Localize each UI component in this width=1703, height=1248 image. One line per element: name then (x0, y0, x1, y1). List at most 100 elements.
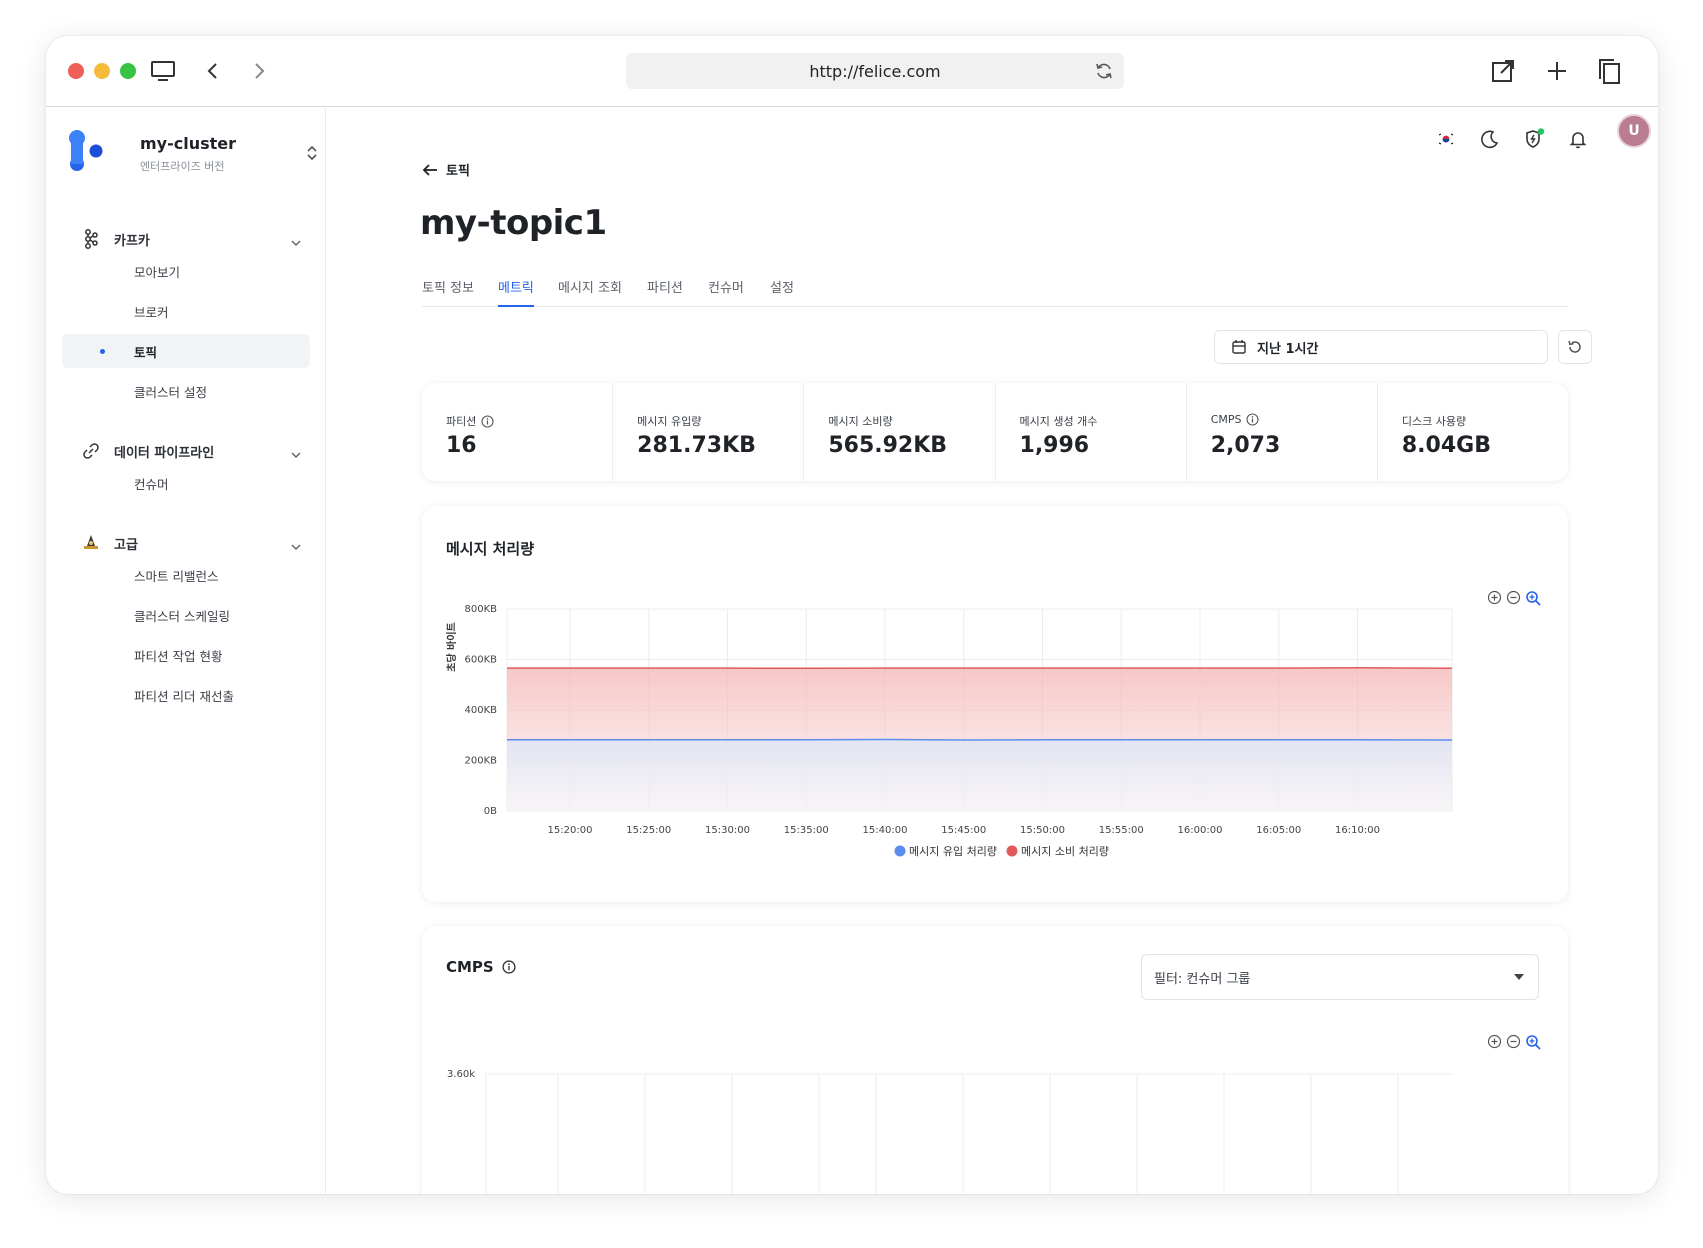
stat-value: 16 (446, 433, 477, 458)
stat-disk-usage: 디스크 사용량 8.04GB (1378, 383, 1568, 481)
chevron-up-down-icon[interactable] (306, 144, 318, 166)
bell-icon[interactable] (1561, 122, 1595, 156)
y-axis-label: 초당 바이트 (445, 622, 458, 671)
x-tick-label: 16:00:00 (1178, 825, 1223, 836)
stats-card: 파티션 16 메시지 유입량 281.73KB 메시지 소비량 565.92KB… (422, 383, 1568, 481)
url-bar[interactable]: http://felice.com (626, 53, 1124, 89)
legend-label: 메시지 소비 처리량 (1021, 845, 1109, 858)
nav-group-label: 고급 (114, 537, 138, 553)
cluster-selector[interactable]: my-cluster 엔터프라이즈 버전 (68, 130, 317, 178)
nav-group-label: 데이터 파이프라인 (114, 445, 215, 461)
cmps-chart: 3.60k (447, 1069, 1452, 1194)
info-icon[interactable] (481, 414, 494, 428)
link-icon (74, 442, 108, 460)
back-to-topics-link[interactable]: 토픽 (422, 160, 470, 179)
x-tick-label: 16:10:00 (1335, 825, 1380, 836)
filter-label: 필터: 컨슈머 그룹 (1154, 971, 1251, 987)
refresh-button[interactable] (1558, 330, 1592, 364)
page-title: my-topic1 (420, 203, 607, 243)
back-arrow-icon[interactable] (196, 54, 230, 88)
close-window-button[interactable] (68, 63, 84, 79)
nav-group-kafka[interactable]: 카프카 (62, 224, 312, 254)
monitor-icon[interactable] (146, 54, 180, 88)
info-icon[interactable] (1246, 413, 1260, 426)
cluster-name: my-cluster (140, 134, 237, 153)
stat-label: 메시지 유입량 (637, 415, 702, 428)
browser-window: http://felice.com my-cluster 엔터프라이즈 버전 (46, 36, 1658, 1194)
stat-label: CMPS (1210, 413, 1242, 426)
time-range-label: 지난 1시간 (1257, 341, 1319, 357)
sidebar-item-cluster-settings[interactable]: 클러스터 설정 (134, 384, 207, 400)
stat-label: 디스크 사용량 (1401, 415, 1467, 428)
zoom-controls (1487, 590, 1542, 607)
share-icon[interactable] (1486, 54, 1520, 88)
nav-group-data-pipeline[interactable]: 데이터 파이프라인 (62, 436, 312, 466)
copy-tabs-icon[interactable] (1592, 54, 1626, 88)
maximize-window-button[interactable] (120, 63, 136, 79)
sidebar-item-label: 토픽 (134, 344, 158, 360)
sidebar: my-cluster 엔터프라이즈 버전 카프카 모아보기 브로커 토픽 클러스… (46, 108, 326, 1194)
x-tick-label: 15:35:00 (784, 825, 829, 836)
x-tick-label: 15:25:00 (626, 825, 671, 836)
chevron-down-icon (290, 444, 302, 463)
stat-message-consumption: 메시지 소비량 565.92KB (804, 383, 996, 481)
moon-icon[interactable] (1473, 122, 1507, 156)
info-icon[interactable] (502, 960, 516, 974)
sidebar-item-consumers[interactable]: 컨슈머 (134, 476, 169, 492)
cmps-chart-card: CMPS 필터: 컨슈머 그룹 3.60k (422, 926, 1568, 1194)
zoom-out-icon[interactable] (1506, 1034, 1521, 1049)
stat-value: 565.92KB (828, 433, 948, 458)
sidebar-item-overview[interactable]: 모아보기 (134, 264, 181, 280)
sidebar-item-topics[interactable]: 토픽 (62, 334, 310, 368)
calendar-icon (1231, 339, 1247, 355)
arrow-left-icon (422, 163, 437, 176)
sidebar-item-leader-election[interactable]: 파티션 리더 재선출 (134, 688, 234, 704)
back-label: 토픽 (446, 164, 470, 179)
avatar[interactable]: U (1617, 114, 1651, 148)
tab-partitions[interactable]: 파티션 (647, 281, 683, 296)
tab-topic-info[interactable]: 토픽 정보 (422, 281, 474, 296)
tab-settings[interactable]: 설정 (770, 281, 794, 296)
stat-label: 파티션 (446, 415, 477, 428)
zoom-in-icon[interactable] (1487, 1034, 1502, 1049)
stat-partitions: 파티션 16 (422, 383, 614, 481)
tab-message-search[interactable]: 메시지 조회 (558, 281, 622, 296)
zoom-out-icon[interactable] (1506, 590, 1521, 605)
stat-value: 281.73KB (637, 433, 756, 458)
series-line-1 (507, 667, 1453, 670)
magnifier-zoom-icon[interactable] (1525, 1034, 1542, 1051)
sidebar-item-brokers[interactable]: 브로커 (134, 304, 169, 320)
magnifier-zoom-icon[interactable] (1525, 590, 1542, 607)
korea-flag-icon[interactable] (1429, 122, 1463, 156)
legend-marker (894, 845, 906, 857)
reload-icon[interactable] (1094, 61, 1114, 85)
sidebar-item-smart-rebalance[interactable]: 스마트 리밸런스 (134, 568, 219, 584)
tab-consumers[interactable]: 컨슈머 (708, 281, 744, 296)
cmps-title: CMPS (446, 958, 516, 976)
shield-icon[interactable] (1517, 122, 1551, 156)
zoom-controls (1487, 1034, 1542, 1051)
tab-metrics[interactable]: 메트릭 (498, 277, 534, 307)
time-range-picker[interactable]: 지난 1시간 (1214, 330, 1548, 364)
chart-title: CMPS (446, 958, 494, 976)
stat-value: 1,996 (1019, 433, 1090, 458)
x-tick-label: 15:20:00 (548, 825, 593, 836)
tab-bar: 토픽 정보 메트릭 메시지 조회 파티션 컨슈머 설정 (422, 271, 1568, 307)
zoom-in-icon[interactable] (1487, 590, 1502, 605)
browser-toolbar: http://felice.com (46, 36, 1658, 107)
nav-group-advanced[interactable]: 고급 (62, 528, 312, 558)
stat-label: 메시지 소비량 (828, 415, 893, 428)
sidebar-item-partition-tasks[interactable]: 파티션 작업 현황 (134, 648, 223, 664)
consumer-group-filter[interactable]: 필터: 컨슈머 그룹 (1141, 954, 1539, 1000)
stat-value: 2,073 (1210, 433, 1281, 458)
forward-arrow-icon[interactable] (242, 54, 276, 88)
sidebar-item-cluster-scaling[interactable]: 클러스터 스케일링 (134, 608, 230, 624)
x-tick-label: 15:50:00 (1020, 825, 1065, 836)
stat-message-inflow: 메시지 유입량 281.73KB (613, 383, 805, 481)
y-tick-label: 400KB (464, 705, 497, 716)
cluster-edition: 엔터프라이즈 버전 (140, 160, 225, 173)
nav-group-label: 카프카 (114, 233, 150, 249)
minimize-window-button[interactable] (94, 63, 110, 79)
new-tab-icon[interactable] (1540, 54, 1574, 88)
refresh-icon (1568, 340, 1581, 353)
